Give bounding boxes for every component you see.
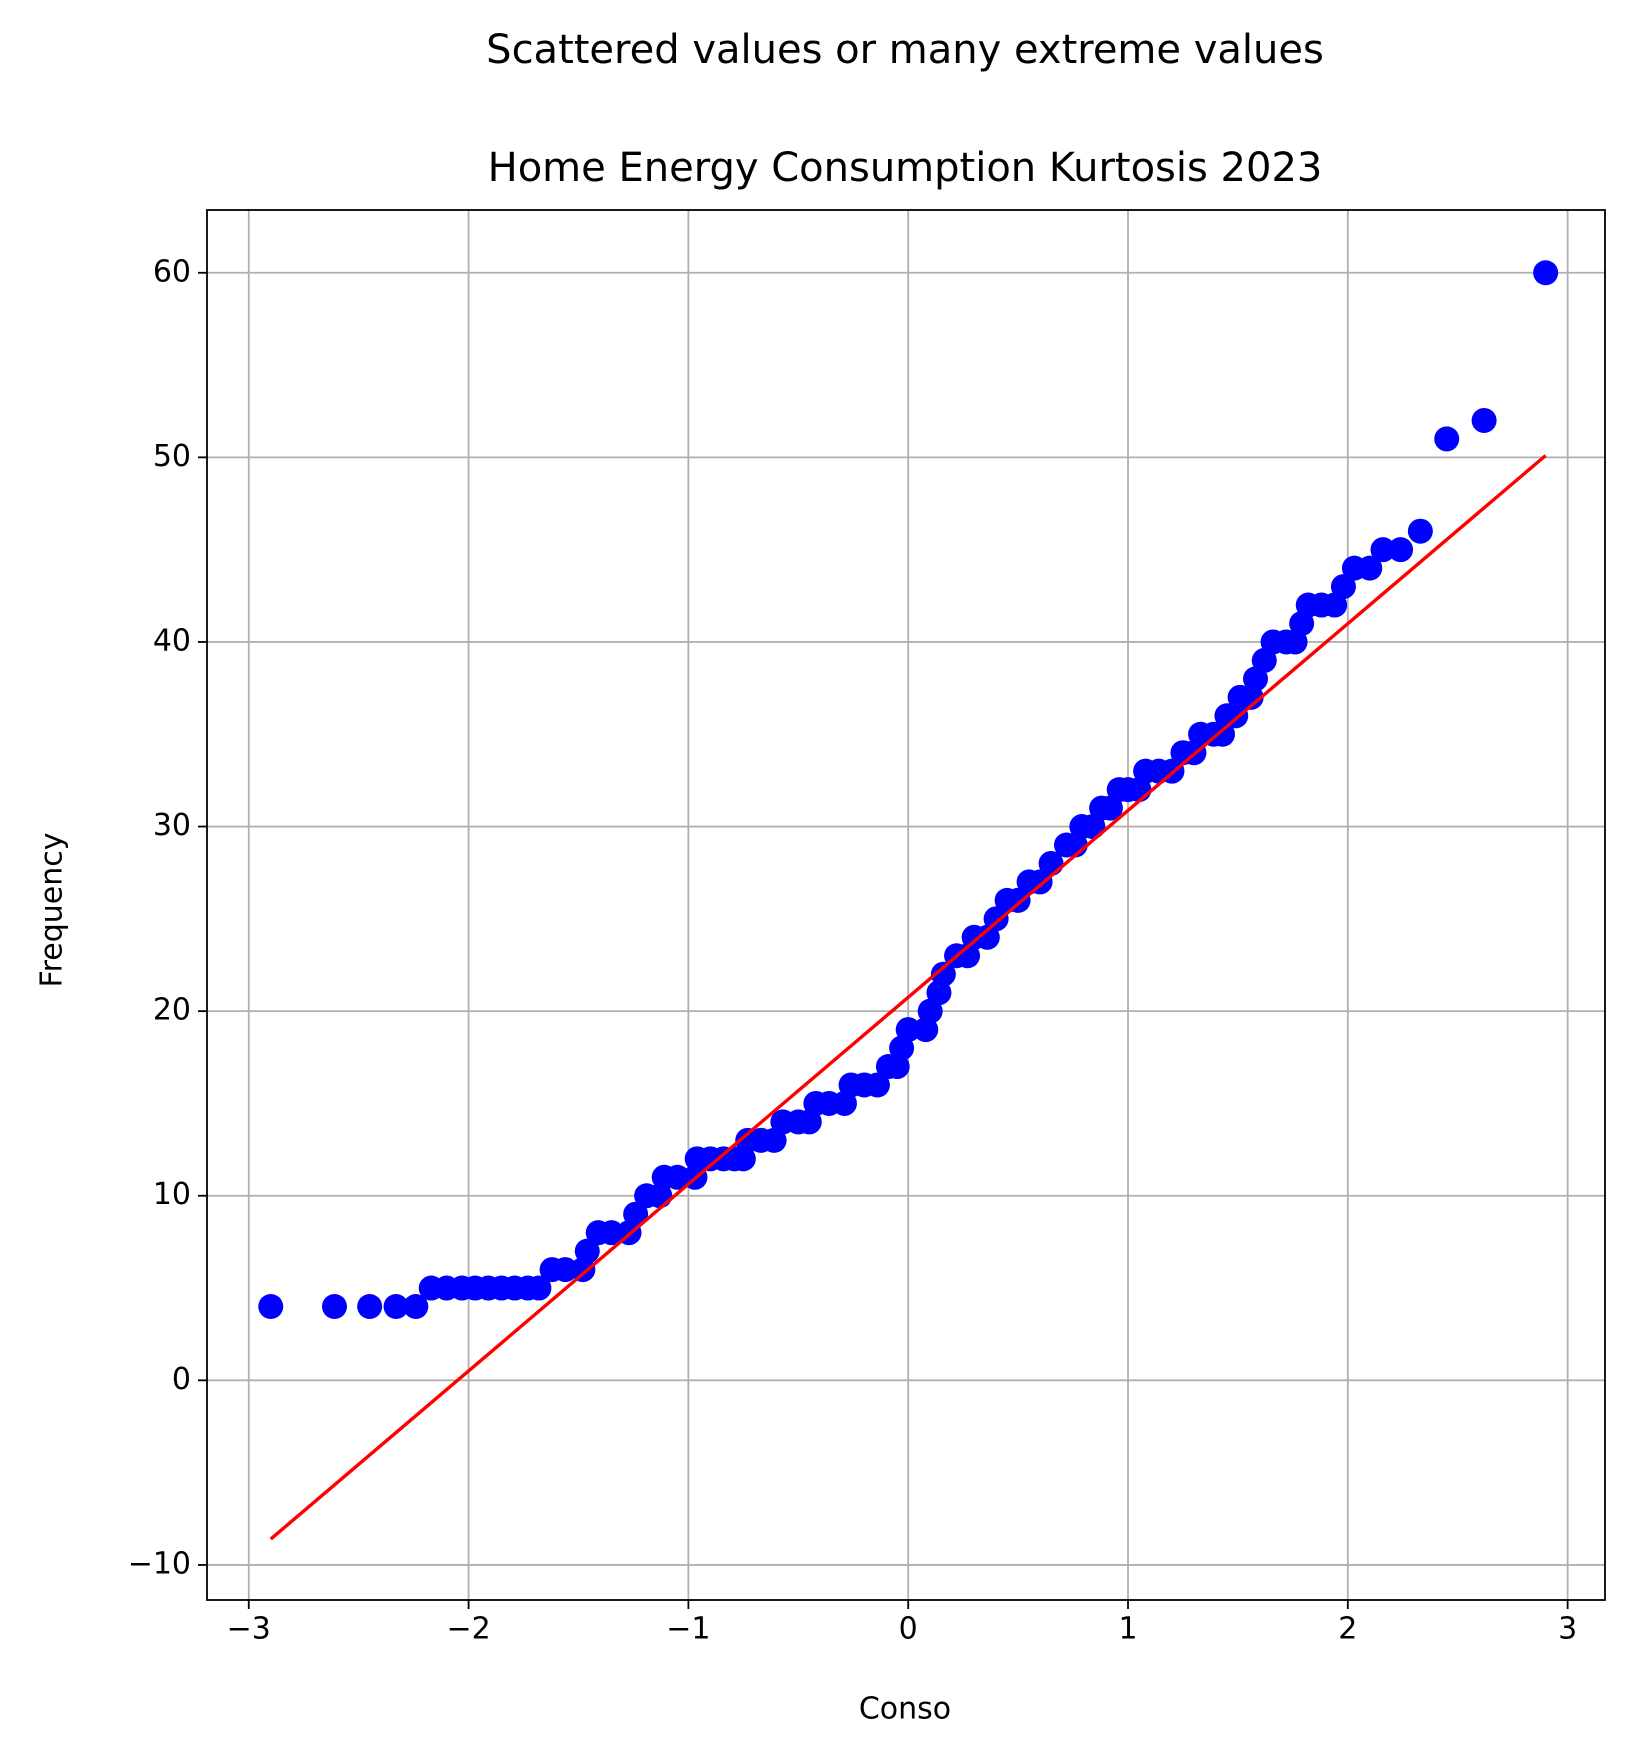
point [1357, 555, 1383, 581]
point [1330, 574, 1356, 600]
y-tick-label: 10 [153, 1177, 191, 1212]
plot-frame [206, 209, 1606, 1601]
fit-line [269, 454, 1547, 1541]
point [552, 1257, 578, 1283]
point [258, 1293, 284, 1319]
x-tick-label: 3 [1558, 1612, 1577, 1647]
y-tick-label: 60 [153, 254, 191, 289]
y-axis-label: Frequency [35, 833, 70, 988]
y-tick-label: 0 [172, 1362, 191, 1397]
x-tick-label: −2 [446, 1612, 490, 1647]
y-tick-label: 30 [153, 808, 191, 843]
point [598, 1220, 624, 1246]
point [1027, 869, 1053, 895]
x-tick-label: 2 [1338, 1612, 1357, 1647]
y-tick-label: −10 [128, 1546, 191, 1581]
point [1370, 537, 1396, 563]
y-tick-label: 20 [153, 993, 191, 1028]
point [1407, 518, 1433, 544]
point [574, 1238, 600, 1264]
x-tick-label: −3 [227, 1612, 271, 1647]
point [983, 906, 1009, 932]
x-axis-label: Conso [859, 1692, 951, 1727]
chart-suptitle: Scattered values or many extreme values [486, 27, 1324, 73]
point [1471, 407, 1497, 433]
y-tick-label: 40 [153, 623, 191, 658]
point [526, 1275, 552, 1301]
point [1005, 887, 1031, 913]
point [664, 1164, 690, 1190]
point [1533, 260, 1559, 286]
point [623, 1201, 649, 1227]
x-tick-label: −1 [666, 1612, 710, 1647]
x-tick-label: 1 [1118, 1612, 1137, 1647]
point [403, 1293, 429, 1319]
chart-title: Home Energy Consumption Kurtosis 2023 [488, 145, 1323, 191]
point [321, 1293, 347, 1319]
y-tick-label: 50 [153, 439, 191, 474]
x-tick-label: 0 [899, 1612, 918, 1647]
point [357, 1293, 383, 1319]
point [930, 961, 956, 987]
point [1434, 426, 1460, 452]
point [383, 1293, 409, 1319]
point [864, 1072, 890, 1098]
point [895, 1017, 921, 1043]
point [1388, 537, 1414, 563]
